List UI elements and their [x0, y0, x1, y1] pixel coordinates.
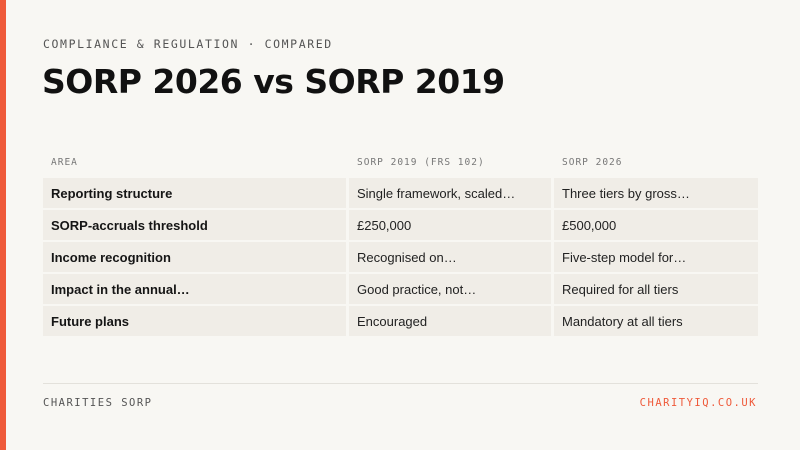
area-cell: Reporting structure — [43, 178, 346, 208]
sorp-2026-cell: Required for all tiers — [554, 274, 758, 304]
header-sorp-2019: SORP 2019 (FRS 102) — [357, 156, 485, 168]
page-title: SORP 2026 vs SORP 2019 — [42, 62, 505, 101]
table-row: SORP-accruals threshold £250,000 £500,00… — [43, 210, 758, 240]
area-cell: Income recognition — [43, 242, 346, 272]
sorp-2019-cell: Good practice, not… — [349, 274, 551, 304]
footer-label: CHARITIES SORP — [43, 397, 153, 409]
sorp-2026-cell: Mandatory at all tiers — [554, 306, 758, 336]
sorp-2026-cell: Five-step model for… — [554, 242, 758, 272]
eyebrow-label: COMPLIANCE & REGULATION · COMPARED — [43, 37, 333, 51]
comparison-table: AREA SORP 2019 (FRS 102) SORP 2026 Repor… — [43, 148, 758, 338]
header-area: AREA — [51, 156, 78, 168]
table-row: Impact in the annual… Good practice, not… — [43, 274, 758, 304]
table-header-row: AREA SORP 2019 (FRS 102) SORP 2026 — [43, 148, 758, 176]
header-sorp-2026: SORP 2026 — [562, 156, 623, 168]
sorp-2019-cell: Encouraged — [349, 306, 551, 336]
sorp-2019-cell: Single framework, scaled… — [349, 178, 551, 208]
area-cell: Future plans — [43, 306, 346, 336]
area-cell: Impact in the annual… — [43, 274, 346, 304]
sorp-2019-cell: £250,000 — [349, 210, 551, 240]
sorp-2026-cell: Three tiers by gross… — [554, 178, 758, 208]
footer-divider — [43, 383, 758, 384]
sorp-2019-cell: Recognised on… — [349, 242, 551, 272]
footer-website-link[interactable]: CHARITYIQ.CO.UK — [639, 397, 757, 409]
sorp-2026-cell: £500,000 — [554, 210, 758, 240]
area-cell: SORP-accruals threshold — [43, 210, 346, 240]
table-row: Reporting structure Single framework, sc… — [43, 178, 758, 208]
table-row: Income recognition Recognised on… Five-s… — [43, 242, 758, 272]
accent-bar — [0, 0, 6, 450]
table-row: Future plans Encouraged Mandatory at all… — [43, 306, 758, 336]
